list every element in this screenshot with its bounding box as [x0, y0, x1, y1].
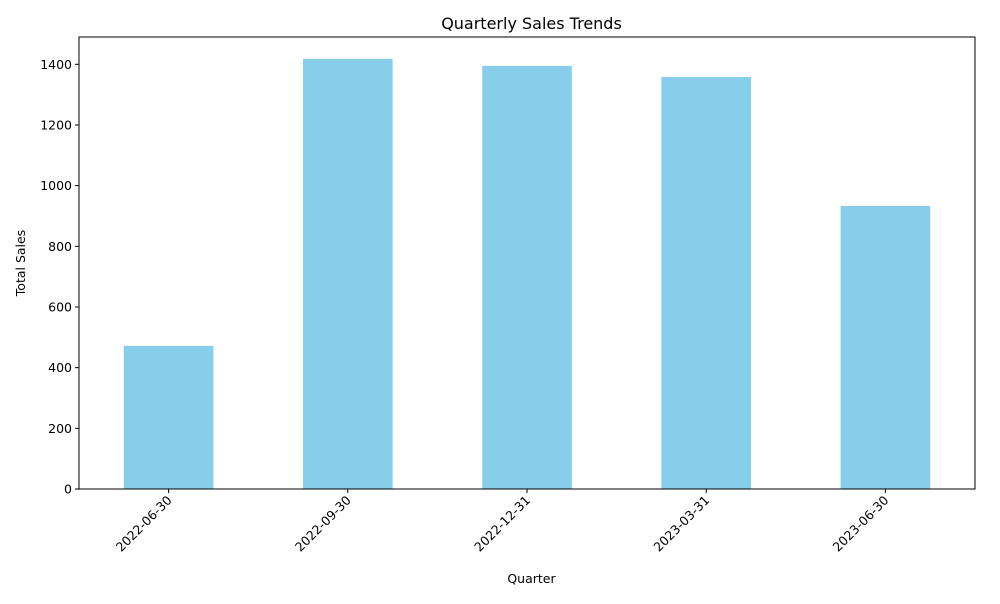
- bar-2022-09-30: [303, 58, 393, 489]
- y-tick-label: 200: [48, 421, 72, 436]
- x-axis-label: Quarter: [507, 571, 556, 586]
- x-tick-label: 2023-06-30: [830, 492, 892, 554]
- plot-frame: [78, 36, 976, 490]
- bar-2023-06-30: [840, 205, 931, 490]
- y-tick-label: 1200: [40, 117, 72, 132]
- chart-title: Quarterly Sales Trends: [441, 14, 622, 33]
- y-tick-label: 400: [48, 360, 72, 375]
- bars-layer: [123, 58, 931, 490]
- bar-2022-06-30: [123, 345, 214, 489]
- x-tick-label: 2022-12-31: [471, 493, 533, 555]
- x-axis: 2022-06-30 2022-09-30 2022-12-31 2023-03-31…: [113, 489, 892, 554]
- x-tick-label: 2022-09-30: [292, 492, 354, 554]
- y-tick-label: 1000: [40, 178, 72, 193]
- y-tick-label: 800: [48, 239, 72, 254]
- bar-2023-03-31: [661, 77, 751, 489]
- y-axis: 0 200 400 600 800 1000 1200 1400: [40, 57, 79, 497]
- y-tick-label: 0: [64, 482, 72, 497]
- y-tick-label: 600: [48, 299, 72, 314]
- x-tick-label: 2022-06-30: [113, 492, 175, 554]
- y-tick-label: 1400: [40, 57, 72, 72]
- bar-2022-12-31: [482, 65, 572, 490]
- y-axis-label: Total Sales: [13, 230, 28, 297]
- x-tick-label: 2023-03-31: [650, 493, 712, 555]
